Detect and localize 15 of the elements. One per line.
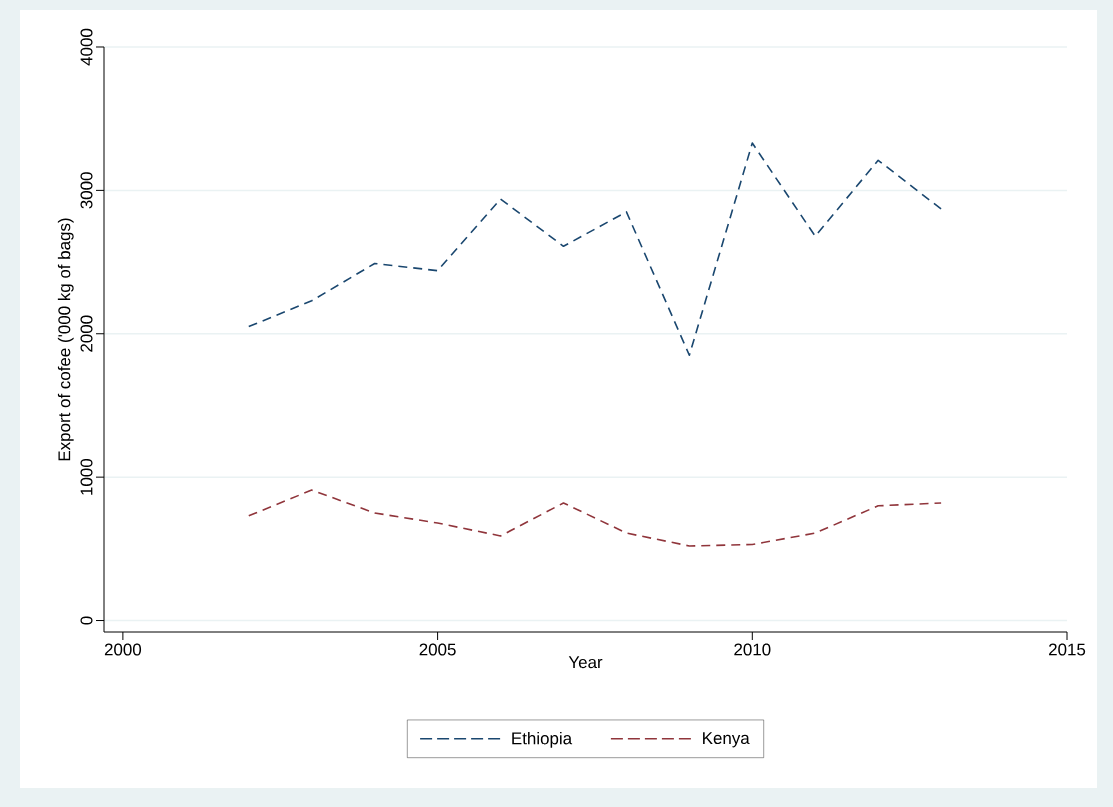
y-axis-title: Export of cofee ('000 kg of bags) xyxy=(57,218,74,461)
y-tick-label: 3000 xyxy=(80,172,93,209)
legend-label: Ethiopia xyxy=(512,731,573,748)
y-tick-label: 4000 xyxy=(80,28,93,66)
y-tick-label: 1000 xyxy=(80,458,93,495)
x-tick-label: 2005 xyxy=(419,643,456,656)
line-series xyxy=(247,489,942,547)
y-tick-label: 0 xyxy=(80,616,93,625)
x-axis-title: Year xyxy=(568,656,603,669)
line-series xyxy=(247,142,942,357)
y-tick-label: 2000 xyxy=(80,315,93,352)
x-tick-label: 2015 xyxy=(1049,643,1086,656)
x-tick-label: 2010 xyxy=(734,643,771,656)
legend-label: Kenya xyxy=(703,732,750,748)
x-tick-label: 2000 xyxy=(104,643,142,656)
